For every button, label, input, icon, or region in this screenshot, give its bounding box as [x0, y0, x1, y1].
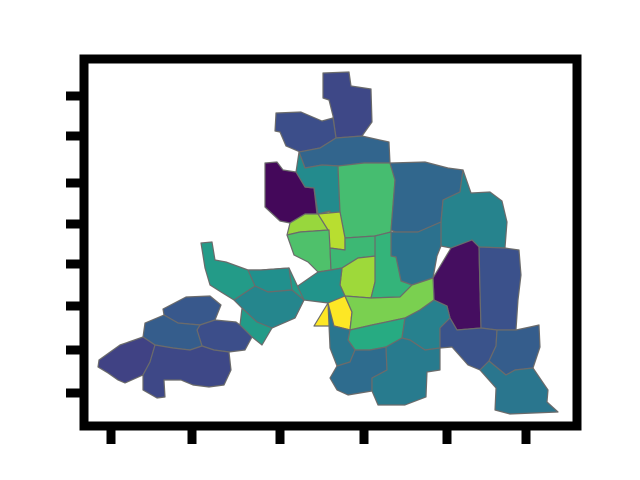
map-region-southeast-tail — [479, 360, 559, 415]
y-axis-ticks — [66, 91, 80, 398]
map-region-south-teal-c — [371, 337, 441, 406]
map-region-east-teal-upper — [440, 169, 508, 249]
map-region-north-center-green — [337, 162, 396, 239]
x-axis-ticks — [106, 430, 531, 444]
axes-frame — [79, 54, 582, 431]
map-region-southwest-lower — [142, 344, 232, 399]
map-regions — [97, 71, 559, 415]
map-region-center-green-b — [286, 229, 332, 273]
map-region-east-far-blue — [478, 246, 522, 331]
map-region-west-arm-mid — [233, 285, 305, 329]
map-region-center-mid-green — [370, 231, 413, 299]
